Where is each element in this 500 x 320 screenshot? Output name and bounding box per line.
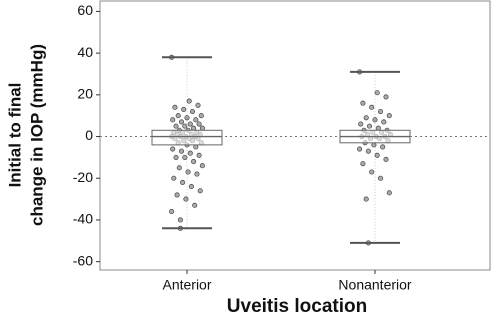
data-point — [196, 152, 202, 158]
data-point — [365, 148, 371, 154]
x-tick-label: Anterior — [162, 277, 211, 293]
data-point — [197, 188, 203, 194]
data-point — [174, 192, 180, 198]
data-point — [176, 165, 182, 171]
y-axis-label: change in IOP (mmHg) — [27, 44, 46, 226]
data-point — [386, 113, 392, 119]
data-point — [375, 125, 381, 131]
data-point — [188, 184, 194, 190]
data-point — [171, 175, 177, 181]
data-point — [189, 108, 196, 115]
data-point — [383, 94, 389, 100]
data-point — [191, 125, 197, 131]
data-point — [182, 154, 188, 160]
plot-frame — [99, 0, 491, 271]
data-point — [192, 202, 198, 208]
data-point — [172, 104, 178, 110]
y-tick-label: -60 — [73, 252, 93, 268]
data-point — [357, 146, 363, 152]
data-point — [374, 152, 380, 158]
data-point — [178, 148, 185, 154]
y-tick-label: -40 — [73, 211, 93, 227]
data-point — [191, 159, 197, 165]
data-point — [187, 121, 193, 127]
data-point — [195, 102, 201, 108]
data-point — [182, 123, 188, 129]
y-tick-label: 20 — [77, 86, 93, 102]
x-tick-label: Nonanterior — [338, 277, 411, 293]
data-point — [369, 169, 375, 175]
data-point — [173, 123, 179, 129]
data-point — [377, 175, 384, 181]
data-point — [194, 171, 200, 177]
data-point — [183, 196, 189, 202]
data-point — [369, 104, 375, 110]
data-point — [381, 119, 387, 125]
x-axis-label: Uveitis location — [227, 296, 367, 317]
data-point — [198, 113, 204, 119]
data-point — [383, 156, 389, 163]
data-point — [173, 154, 179, 160]
data-point — [199, 163, 205, 169]
data-point — [185, 169, 191, 175]
data-point — [169, 209, 175, 215]
data-point — [377, 108, 384, 115]
data-point — [193, 117, 199, 123]
data-point — [374, 90, 380, 96]
data-point — [360, 161, 366, 167]
data-point — [371, 142, 377, 148]
data-point — [187, 150, 193, 156]
data-point — [386, 190, 392, 196]
data-point — [177, 217, 183, 223]
data-point — [193, 144, 199, 150]
data-point — [358, 121, 364, 127]
data-point — [184, 115, 190, 121]
y-tick-label: 40 — [77, 44, 93, 60]
data-point — [170, 146, 176, 152]
data-point — [199, 125, 205, 131]
data-point — [363, 115, 369, 121]
data-point — [196, 121, 202, 127]
data-point — [380, 144, 386, 150]
data-point — [170, 117, 176, 123]
data-point — [363, 196, 369, 202]
y-tick-label: 60 — [77, 2, 93, 18]
data-point — [180, 179, 186, 185]
data-point — [175, 113, 181, 119]
y-tick-label: -20 — [73, 169, 93, 185]
box — [151, 129, 223, 146]
data-point — [360, 100, 366, 106]
data-point — [186, 98, 192, 104]
data-point — [372, 117, 378, 123]
y-axis-label: Initial to final — [5, 83, 24, 188]
data-point — [181, 106, 187, 112]
y-tick-label: 0 — [85, 127, 93, 143]
data-point — [178, 119, 185, 125]
data-point — [366, 123, 373, 129]
